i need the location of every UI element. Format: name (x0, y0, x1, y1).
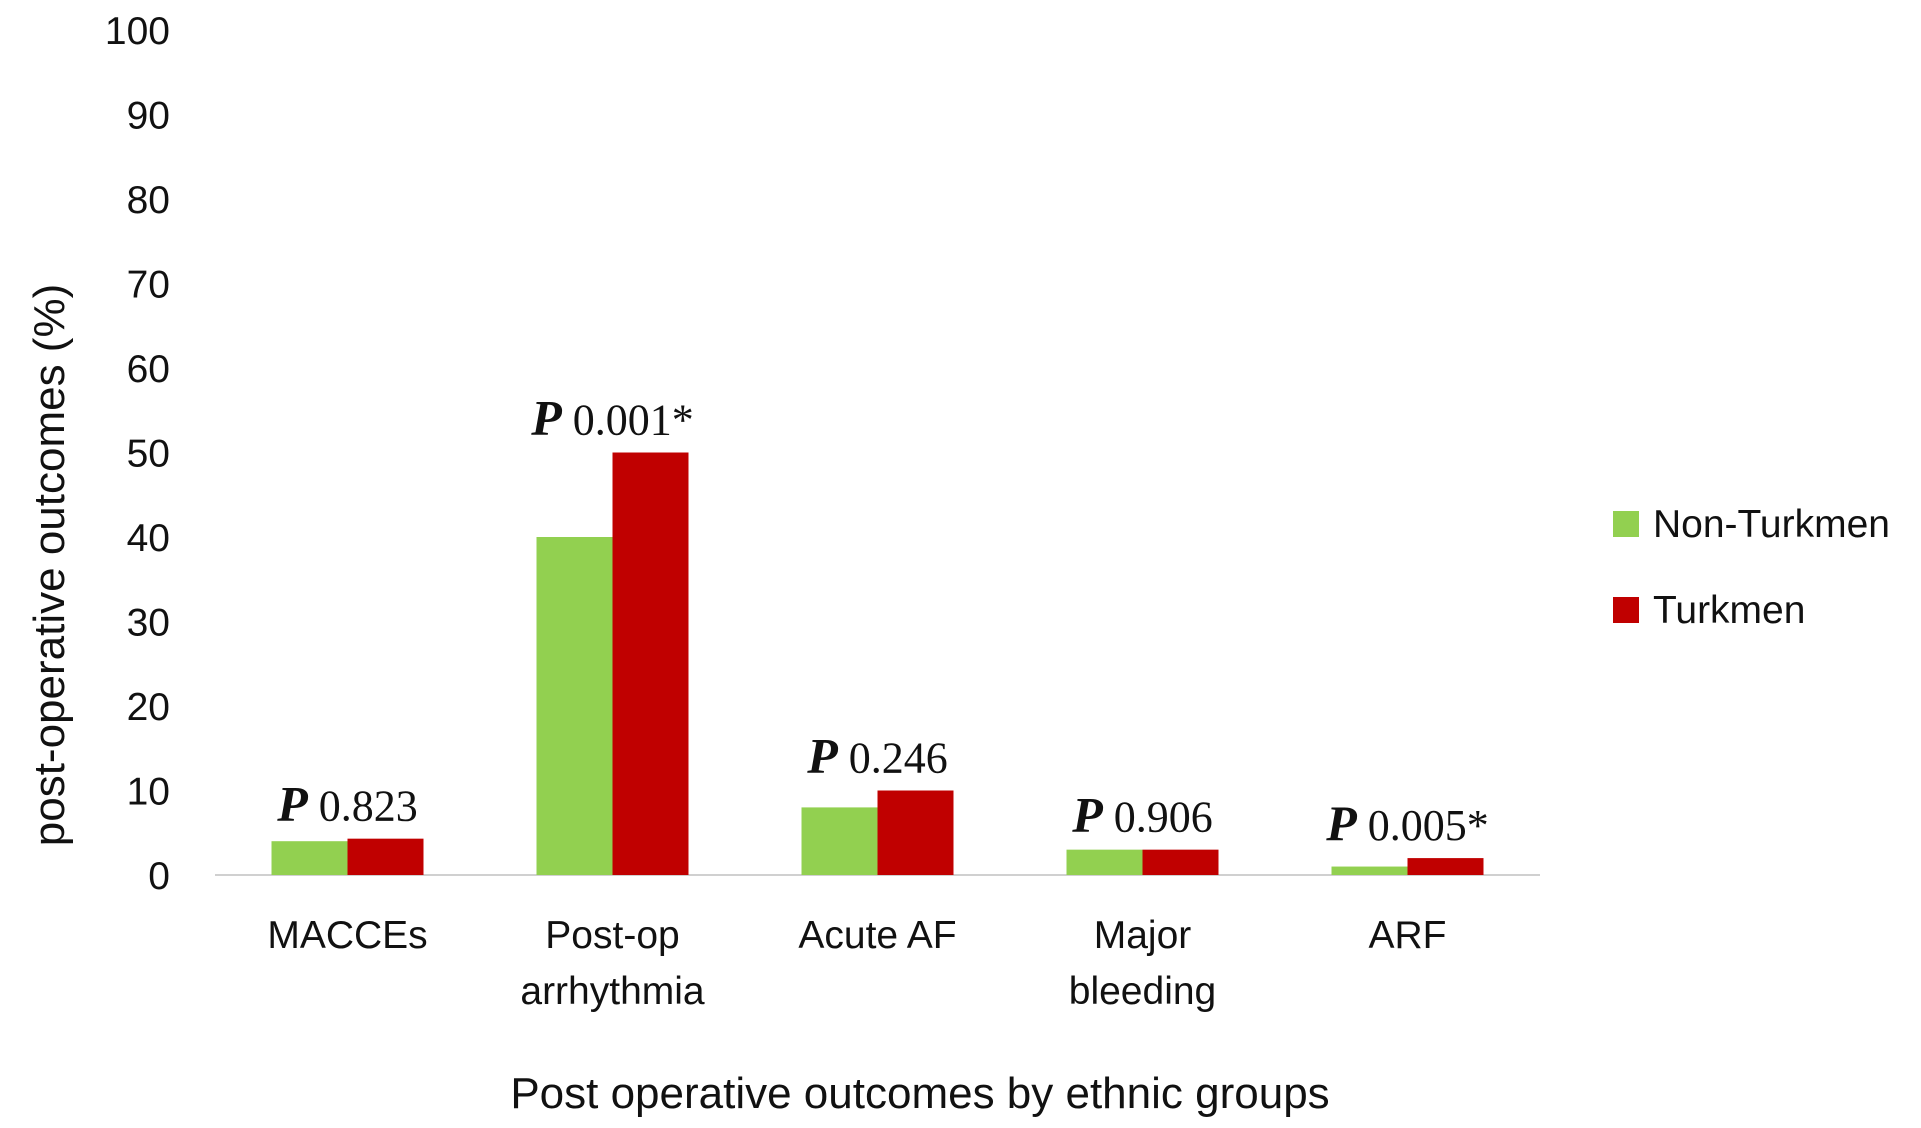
legend-swatch (1613, 597, 1639, 623)
legend: Non-Turkmen Turkmen (1613, 503, 1890, 632)
p-value-label: P 0.001* (530, 390, 694, 446)
y-tick-label: 60 (127, 348, 170, 391)
p-value-label: P 0.906 (1071, 787, 1213, 843)
p-value-label: P 0.823 (276, 776, 418, 832)
y-tick-label: 0 (148, 855, 170, 898)
p-value-label: P 0.005* (1325, 795, 1489, 851)
x-category-label: MACCEs (267, 914, 427, 957)
x-category-label: Post-op arrhythmia (520, 914, 705, 1013)
legend-label: Turkmen (1653, 589, 1805, 632)
legend-label: Non-Turkmen (1653, 503, 1890, 546)
y-tick-label: 20 (127, 686, 170, 729)
bar-non-turkmen (271, 841, 348, 875)
p-value-label: P 0.246 (806, 728, 948, 784)
bar-non-turkmen (536, 537, 613, 875)
y-tick-label: 80 (127, 179, 170, 222)
bar-turkmen (612, 452, 689, 875)
y-axis-ticks: 0 10 20 30 40 50 60 70 80 90 100 (105, 10, 170, 898)
y-tick-label: 30 (127, 602, 170, 645)
x-axis-category-labels: MACCEs Post-op arrhythmia Acute AF Major blee… (267, 914, 1446, 1013)
x-axis-title: Post operative outcomes by ethnic groups (510, 1069, 1329, 1118)
bars (271, 452, 1484, 875)
x-category-label: ARF (1369, 914, 1447, 957)
y-tick-label: 40 (127, 517, 170, 560)
bar-turkmen (1142, 849, 1219, 875)
y-tick-label: 10 (127, 771, 170, 814)
y-axis-title: post-operative outcomes (%) (25, 284, 74, 846)
p-value-annotations: P 0.823 P 0.001* P 0.246 P 0.906 P 0.005* (276, 390, 1489, 852)
bar-non-turkmen (1066, 849, 1143, 875)
bar-turkmen (1407, 858, 1484, 875)
y-tick-label: 100 (105, 10, 170, 53)
legend-swatch (1613, 511, 1639, 537)
bar-non-turkmen (1331, 866, 1408, 875)
y-tick-label: 90 (127, 95, 170, 138)
x-category-label: Acute AF (798, 914, 956, 957)
x-category-label: Major bleeding (1069, 914, 1216, 1013)
bar-non-turkmen (801, 807, 878, 875)
y-tick-label: 70 (127, 264, 170, 307)
bar-turkmen (877, 790, 954, 875)
bar-turkmen (347, 838, 424, 875)
y-tick-label: 50 (127, 433, 170, 476)
